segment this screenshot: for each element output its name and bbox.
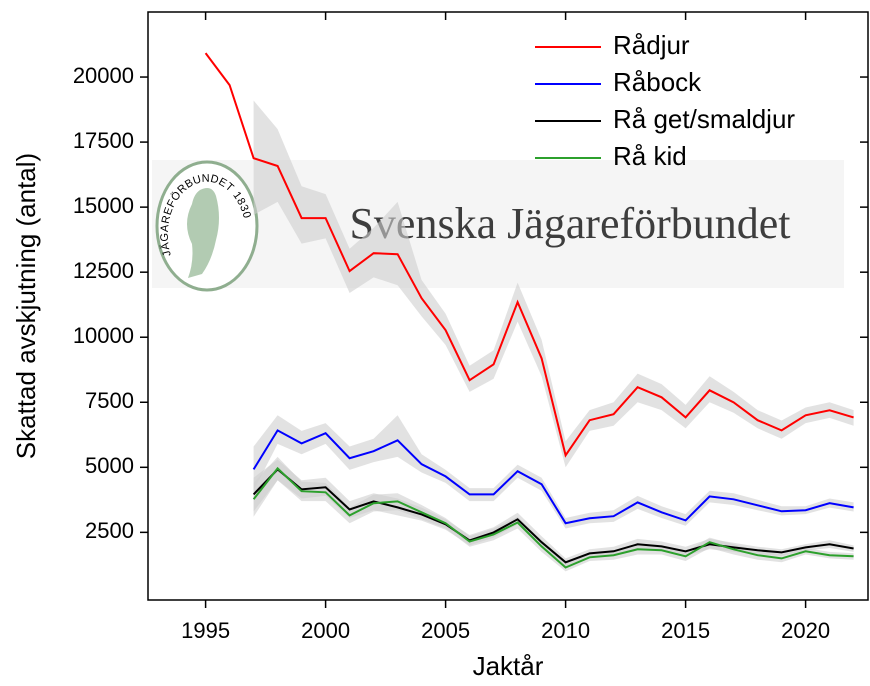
confidence-band xyxy=(253,415,854,529)
y-tick-label: 20000 xyxy=(73,63,134,88)
watermark-eagle xyxy=(187,188,219,278)
y-tick-label: 12500 xyxy=(73,258,134,283)
x-tick-label: 1995 xyxy=(181,618,230,643)
series-line xyxy=(204,52,854,458)
x-tick-label: 2005 xyxy=(421,618,470,643)
y-tick-label: 5000 xyxy=(85,453,134,478)
confidence-band xyxy=(253,100,854,468)
y-tick-label: 2500 xyxy=(85,518,134,543)
legend-label: Rå kid xyxy=(613,141,687,171)
legend-label: Rå get/smaldjur xyxy=(613,104,795,134)
x-axis-label: Jaktår xyxy=(473,651,544,681)
y-tick-label: 15000 xyxy=(73,193,134,218)
y-tick-label: 10000 xyxy=(73,323,134,348)
y-tick-label: 7500 xyxy=(85,388,134,413)
axes-frame xyxy=(147,11,869,601)
plot-area: JÄGAREFÖRBUNDET 1830 Svenska Jägareförbun… xyxy=(152,52,854,572)
x-tick-label: 2015 xyxy=(661,618,710,643)
x-tick-label: 2000 xyxy=(301,618,350,643)
confidence-band xyxy=(253,456,854,572)
y-axis-label: Skattad avskjutning (antal) xyxy=(11,153,41,459)
x-tick-label: 2010 xyxy=(541,618,590,643)
watermark-text: Svenska Jägareförbundet xyxy=(349,199,790,248)
series-line xyxy=(252,466,854,569)
series-line xyxy=(252,468,854,564)
series-line xyxy=(252,429,854,525)
x-tick-label: 2020 xyxy=(781,618,830,643)
legend-label: Råbock xyxy=(613,67,702,97)
legend-label: Rådjur xyxy=(613,30,690,60)
y-tick-label: 17500 xyxy=(73,128,134,153)
